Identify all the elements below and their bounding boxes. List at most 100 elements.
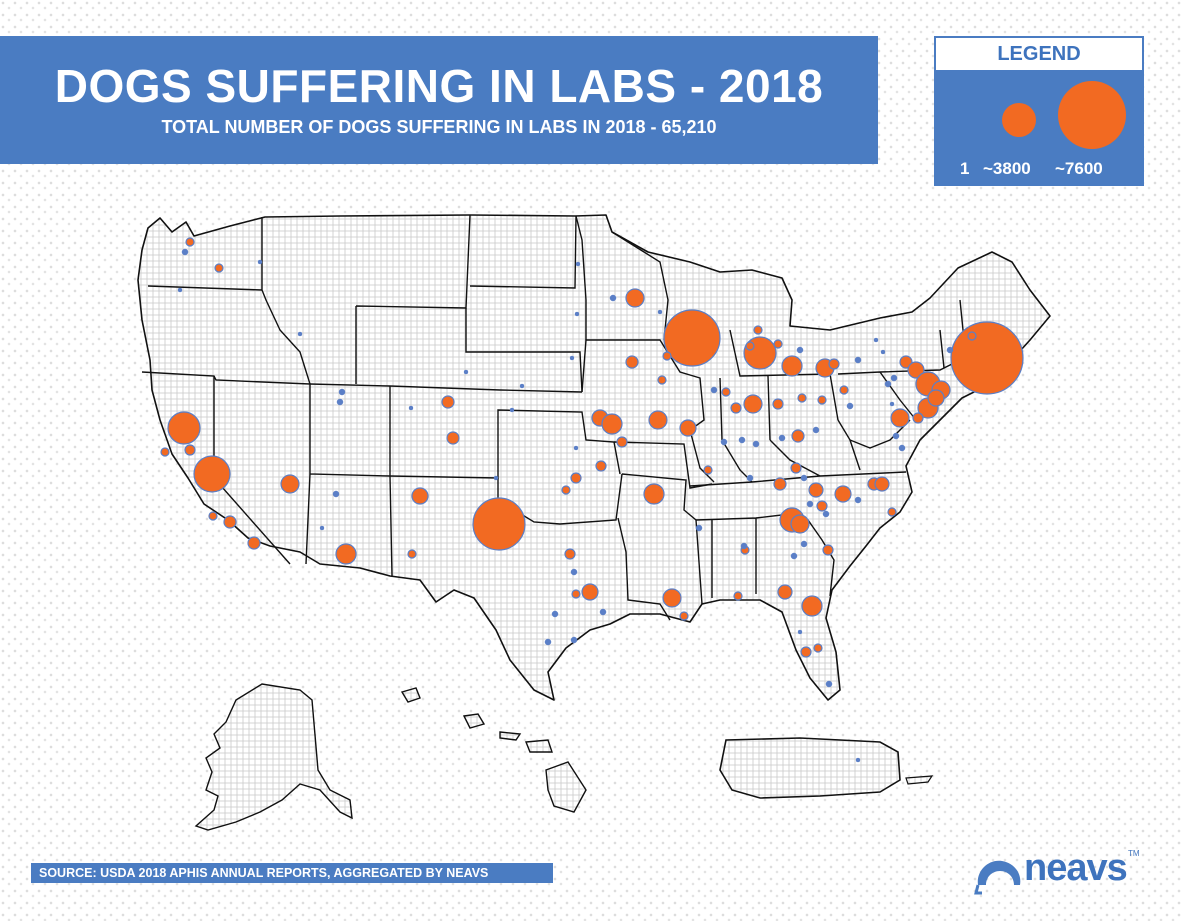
lab-bubble (564, 548, 576, 560)
legend-bubble-max (1058, 81, 1126, 149)
alaska-outline (194, 683, 353, 831)
lab-bubble (828, 358, 840, 370)
map-title: DOGS SUFFERING IN LABS - 2018 (54, 60, 824, 112)
lab-bubble (797, 393, 807, 403)
lab-bubble (411, 487, 429, 505)
lab-bubble (657, 375, 667, 385)
lab-bubble (796, 346, 804, 354)
lab-bubble (185, 237, 195, 247)
lab-bubble (160, 447, 170, 457)
lab-bubble (625, 288, 645, 308)
lab-bubble (880, 349, 886, 355)
lab-bubble (884, 380, 892, 388)
lab-bubble (752, 440, 760, 448)
lab-bubble (839, 385, 849, 395)
lab-bubble (407, 549, 417, 559)
lab-bubble (873, 337, 879, 343)
lab-bubble (408, 405, 414, 411)
lab-bubble (772, 398, 784, 410)
map-subtitle: TOTAL NUMBER OF DOGS SUFFERING IN LABS I… (161, 117, 717, 137)
elephant-icon (974, 860, 1021, 895)
lab-bubble (208, 511, 218, 521)
lab-bubble (573, 445, 579, 451)
lab-bubble (703, 465, 713, 475)
lab-bubble (822, 510, 830, 518)
lab-bubble (790, 462, 802, 474)
legend-title: LEGEND (936, 38, 1142, 70)
lab-bubble (648, 410, 668, 430)
lab-bubble (184, 444, 196, 456)
lab-bubble (338, 388, 346, 396)
lab-bubble (663, 309, 721, 367)
contiguous-us-outline (137, 214, 1051, 701)
lab-bubble (967, 331, 977, 341)
lab-bubble (695, 524, 703, 532)
lab-bubble (223, 515, 237, 529)
lab-bubble (570, 568, 578, 576)
lab-bubble (601, 413, 623, 435)
lab-bubble (625, 355, 639, 369)
lab-bubble (332, 490, 340, 498)
lab-bubble (509, 407, 515, 413)
lab-bubble (927, 389, 945, 407)
lab-bubble (336, 398, 344, 406)
lab-bubble (679, 611, 689, 621)
lab-bubble (446, 431, 460, 445)
lab-bubble (813, 643, 823, 653)
puerto-rico-islet (905, 775, 934, 785)
lab-bubble (574, 311, 580, 317)
lab-bubble (899, 355, 913, 369)
lab-bubble (609, 294, 617, 302)
lab-bubble (280, 474, 300, 494)
lab-bubble (720, 438, 728, 446)
lab-bubble (570, 472, 582, 484)
lab-bubble (791, 429, 805, 443)
lab-bubble (257, 259, 263, 265)
lab-bubble (519, 383, 525, 389)
lab-bubble (643, 483, 665, 505)
lab-bubble (662, 588, 682, 608)
lab-bubble (790, 514, 810, 534)
lab-bubble (808, 482, 824, 498)
lab-bubble (812, 426, 820, 434)
lab-bubble (797, 629, 803, 635)
legend-label-min: 1 (960, 159, 970, 178)
lab-bubble (493, 475, 499, 481)
lab-bubble (710, 386, 718, 394)
lab-bubble (599, 608, 607, 616)
lab-bubble (898, 444, 906, 452)
lab-bubble (740, 542, 748, 550)
lab-bubble (907, 361, 925, 379)
lab-bubble (569, 355, 575, 361)
legend: LEGEND 1 ~3800 ~7600 (934, 36, 1144, 186)
lab-bubble (193, 455, 231, 493)
neavs-logo: neavs TM (970, 845, 1150, 895)
lab-bubble (890, 408, 910, 428)
lab-bubble (781, 355, 803, 377)
lab-bubble (730, 402, 742, 414)
lab-bubble (800, 646, 812, 658)
lab-bubble (441, 395, 455, 409)
lab-bubble (657, 309, 663, 315)
land-areas (137, 214, 1051, 701)
lab-bubble (801, 595, 823, 617)
lab-bubble (892, 432, 900, 440)
logo-wordmark: neavs (1024, 847, 1128, 889)
lab-bubble (167, 411, 201, 445)
lab-bubble (846, 402, 854, 410)
lab-bubble (790, 552, 798, 560)
lab-bubble (463, 369, 469, 375)
lab-bubble (773, 339, 783, 349)
lab-bubble (679, 419, 697, 437)
lab-bubble (773, 477, 787, 491)
lab-bubble (570, 636, 578, 644)
lab-bubble (854, 496, 862, 504)
lab-bubble (822, 544, 834, 556)
lab-bubble (472, 497, 526, 551)
lab-bubble (778, 434, 786, 442)
lab-bubble (561, 485, 571, 495)
legend-label-mid: ~3800 (983, 159, 1031, 178)
lab-bubble (733, 591, 743, 601)
lab-bubble (297, 331, 303, 337)
